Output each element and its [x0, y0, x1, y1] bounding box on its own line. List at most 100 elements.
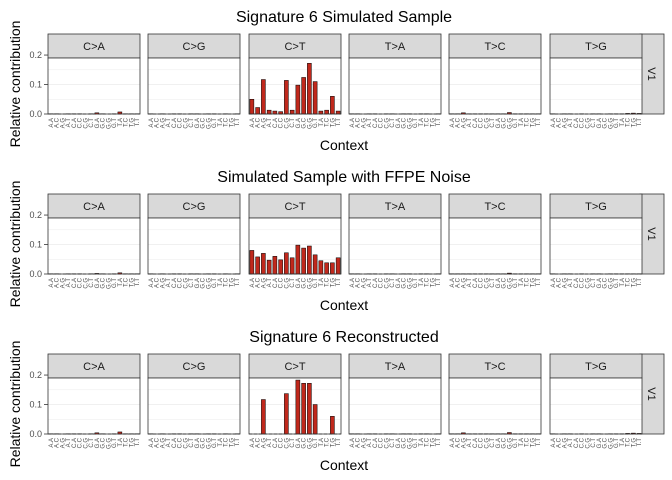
x-tick-label: A.T — [467, 438, 473, 448]
x-tick-label: C.G — [284, 278, 290, 289]
x-tick-label: T.C — [425, 117, 431, 127]
bar-CtoT-G.G — [307, 383, 312, 435]
x-tick-label: A.T — [367, 278, 373, 288]
x-tick-label: A.A — [49, 118, 55, 128]
x-tick-label: T.T — [536, 278, 542, 287]
x-tick-label: C.G — [183, 278, 189, 289]
x-tick-label: A.T — [568, 278, 574, 288]
x-tick-label: C.T — [189, 278, 195, 288]
x-tick-label: G.G — [608, 118, 614, 129]
x-tick-label: A.A — [350, 278, 356, 288]
x-tick-label: T.T — [536, 438, 542, 447]
bar-CtoT-C.G — [284, 80, 289, 115]
facet-label: T>C — [484, 41, 505, 53]
x-tick-label: T.A — [419, 438, 425, 447]
x-tick-label: G.T — [112, 438, 118, 448]
x-tick-label: T.G — [530, 118, 536, 128]
x-tick-label: C.T — [390, 118, 396, 128]
x-tick-label: A.G — [361, 438, 367, 449]
x-tick-label: C.G — [585, 438, 591, 449]
x-tick-label: A.T — [66, 118, 72, 128]
x-tick-label: A.C — [456, 437, 462, 448]
x-tick-label: G.G — [507, 118, 513, 129]
bar-CtoT-G.T — [312, 404, 318, 435]
x-tick-label: G.T — [614, 438, 620, 448]
bar-CtoT-A.G — [261, 253, 266, 275]
chart-title: Signature 6 Reconstructed — [249, 329, 438, 346]
facet-CtoT: C>TA.A A.C A.G A.T C.A C.C C.G C.T G.A G.C G.G G.T T… — [248, 33, 342, 129]
x-tick-label: G.C — [402, 437, 408, 448]
bar-CtoT-C.C — [278, 259, 283, 275]
x-tick-label: A.C — [456, 277, 462, 288]
x-tick-label: T.T — [336, 278, 342, 287]
y-axis-title: Relative contribution — [7, 21, 23, 148]
x-tick-label: T.G — [430, 278, 436, 288]
x-tick-label: T.G — [631, 118, 637, 128]
x-tick-label: G.C — [502, 277, 508, 288]
x-tick-label: C.T — [390, 278, 396, 288]
x-tick-label: A.G — [261, 438, 267, 449]
x-tick-label: C.T — [591, 278, 597, 288]
facet-strip — [47, 33, 141, 59]
x-tick-label: T.G — [129, 438, 135, 448]
facet-CtoG: C>GA.A A.C A.G A.T C.A C.C C.G C.T G.A G.C G.G G.T T… — [147, 353, 241, 449]
x-tick-label: A.G — [261, 278, 267, 289]
facet-row-label: V1 — [645, 387, 657, 400]
x-tick-label: C.A — [473, 118, 479, 128]
x-tick-label: C.G — [183, 438, 189, 449]
x-tick-label: A.G — [562, 118, 568, 129]
bar-CtoT-C.G — [284, 393, 289, 435]
x-tick-label: C.G — [384, 278, 390, 289]
x-tick-label: G.G — [106, 278, 112, 289]
x-tick-label: G.A — [396, 118, 402, 128]
panel-background — [148, 218, 240, 274]
bar-CtoT-T.T — [335, 257, 341, 275]
x-tick-label: A.G — [60, 118, 66, 129]
x-tick-label: C.G — [484, 278, 490, 289]
x-axis-title: Context — [320, 297, 368, 313]
facet-strip — [248, 193, 342, 219]
y-axis-title: Relative contribution — [7, 181, 23, 308]
x-tick-label: A.T — [267, 438, 273, 448]
x-tick-label: T.T — [235, 118, 241, 127]
y-tick-label: 0.2 — [29, 50, 42, 60]
panel-background — [148, 58, 240, 114]
x-tick-label: T.G — [631, 438, 637, 448]
facet-strip — [448, 193, 542, 219]
x-tick-label: C.C — [178, 117, 184, 128]
facet-row-strip — [639, 33, 665, 115]
x-tick-label: G.A — [95, 278, 101, 288]
x-tick-label: A.C — [557, 117, 563, 128]
panel-background — [449, 218, 541, 274]
x-tick-label: C.C — [479, 437, 485, 448]
x-tick-label: T.G — [330, 438, 336, 448]
x-tick-label: C.A — [172, 278, 178, 288]
x-tick-label: A.C — [155, 277, 161, 288]
x-tick-label: C.C — [479, 117, 485, 128]
bar-CtoT-T.A — [318, 260, 324, 275]
x-tick-label: A.A — [149, 278, 155, 288]
bar-CtoT-C.A — [272, 110, 278, 115]
x-tick-label: T.A — [419, 278, 425, 287]
bar-CtoT-T.G — [330, 416, 335, 435]
x-tick-label: C.A — [373, 438, 379, 448]
panel-border — [147, 57, 241, 115]
facet-label: C>G — [183, 201, 206, 213]
x-tick-label: G.A — [496, 438, 502, 448]
facet-TtoA: T>AA.A A.C A.G A.T C.A C.C C.G C.T G.A G.C G.G G.T T… — [348, 353, 442, 449]
x-tick-label: T.A — [218, 438, 224, 447]
x-tick-label: A.T — [166, 278, 172, 288]
x-tick-label: G.C — [101, 117, 107, 128]
x-tick-label: A.T — [367, 438, 373, 448]
x-tick-label: T.G — [330, 118, 336, 128]
bar-CtoT-G.A — [295, 84, 301, 115]
y-tick-label: 0.0 — [29, 269, 42, 279]
x-tick-label: A.T — [467, 118, 473, 128]
x-tick-label: G.T — [614, 118, 620, 128]
panel-background — [550, 218, 642, 274]
y-tick-label: 0.1 — [29, 400, 42, 410]
x-tick-label: C.T — [89, 278, 95, 288]
facet-strip — [549, 353, 643, 379]
x-tick-label: A.A — [551, 438, 557, 448]
x-tick-label: C.G — [384, 118, 390, 129]
